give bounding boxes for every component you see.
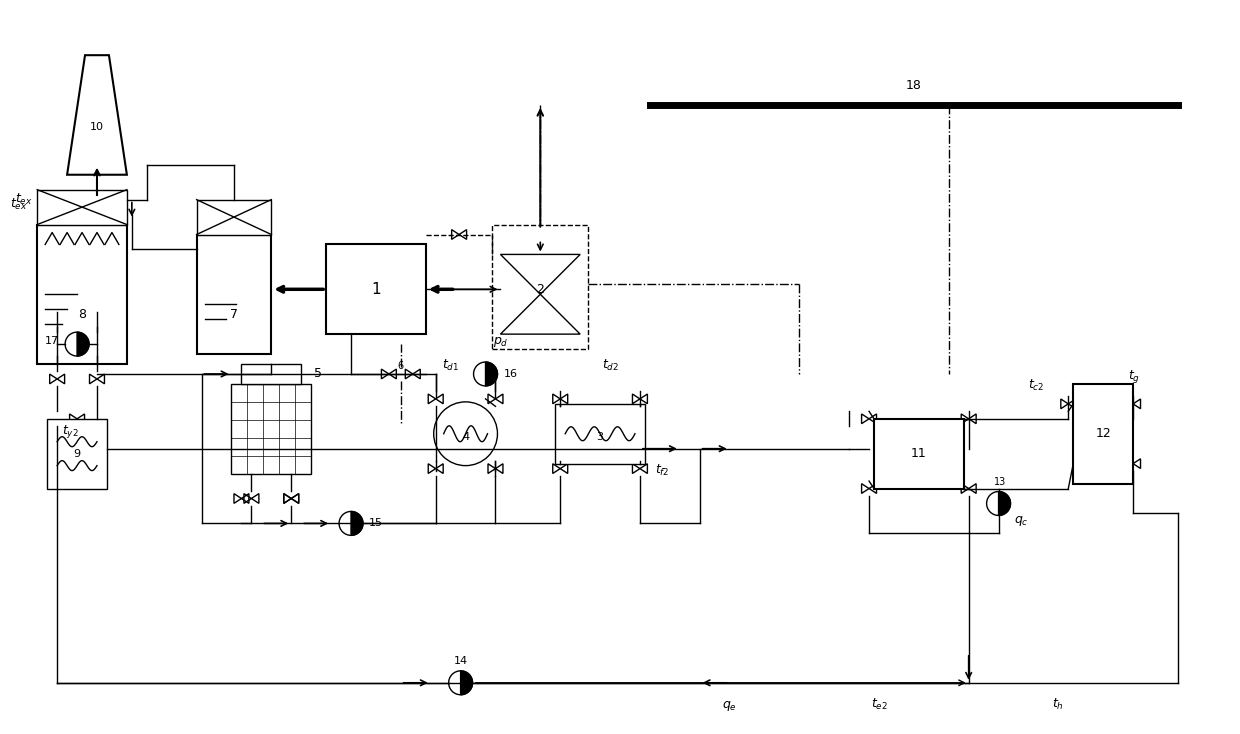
- Polygon shape: [998, 492, 1011, 515]
- Bar: [326, 244, 425, 334]
- Text: 11: 11: [911, 447, 926, 460]
- Text: $t_{ex}$: $t_{ex}$: [10, 197, 27, 212]
- Text: 17: 17: [45, 336, 60, 346]
- Text: 14: 14: [454, 656, 467, 666]
- Text: 2: 2: [537, 283, 544, 296]
- Polygon shape: [77, 332, 89, 356]
- Polygon shape: [501, 294, 580, 334]
- Text: 16: 16: [503, 369, 517, 379]
- Text: $t_{d2}$: $t_{d2}$: [601, 358, 619, 373]
- Bar: [197, 234, 272, 354]
- Text: $q_e$: $q_e$: [722, 699, 737, 713]
- Text: 8: 8: [78, 308, 86, 321]
- Text: 9: 9: [73, 448, 81, 459]
- Text: 18: 18: [906, 79, 921, 92]
- Text: $t_{e2}$: $t_{e2}$: [870, 697, 888, 712]
- Bar: [242, 364, 301, 384]
- Text: 1: 1: [371, 282, 381, 297]
- Bar: [492, 225, 588, 349]
- Polygon shape: [460, 671, 472, 695]
- Bar: [37, 189, 126, 225]
- Text: $t_g$: $t_g$: [1128, 368, 1141, 385]
- Text: 12: 12: [1095, 427, 1111, 440]
- Text: $t_{ex}$: $t_{ex}$: [15, 192, 32, 207]
- Bar: [47, 419, 107, 489]
- Text: 7: 7: [229, 308, 238, 321]
- Bar: [37, 225, 126, 364]
- Bar: [197, 200, 272, 234]
- Text: $t_{c2}$: $t_{c2}$: [1028, 378, 1045, 393]
- Polygon shape: [351, 512, 363, 535]
- Polygon shape: [486, 362, 497, 386]
- Text: 13: 13: [994, 476, 1007, 487]
- Polygon shape: [67, 55, 126, 175]
- Text: $t_{d1}$: $t_{d1}$: [441, 358, 459, 373]
- Text: 3: 3: [596, 432, 604, 442]
- Text: 10: 10: [91, 122, 104, 132]
- Text: $p_d$: $p_d$: [492, 335, 508, 349]
- Text: 5: 5: [314, 368, 322, 380]
- Bar: [232, 384, 311, 473]
- Bar: [874, 419, 963, 489]
- Polygon shape: [501, 255, 580, 294]
- Bar: [1074, 384, 1133, 484]
- Text: 15: 15: [370, 518, 383, 528]
- Text: $t_{f2}$: $t_{f2}$: [655, 462, 670, 478]
- Text: $t_h$: $t_h$: [1053, 697, 1064, 712]
- Bar: [556, 404, 645, 464]
- Text: 4: 4: [463, 432, 469, 442]
- Text: 6: 6: [398, 361, 404, 371]
- Circle shape: [434, 402, 497, 465]
- Text: $q_c$: $q_c$: [1013, 515, 1028, 528]
- Text: $t_{y2}$: $t_{y2}$: [62, 423, 79, 440]
